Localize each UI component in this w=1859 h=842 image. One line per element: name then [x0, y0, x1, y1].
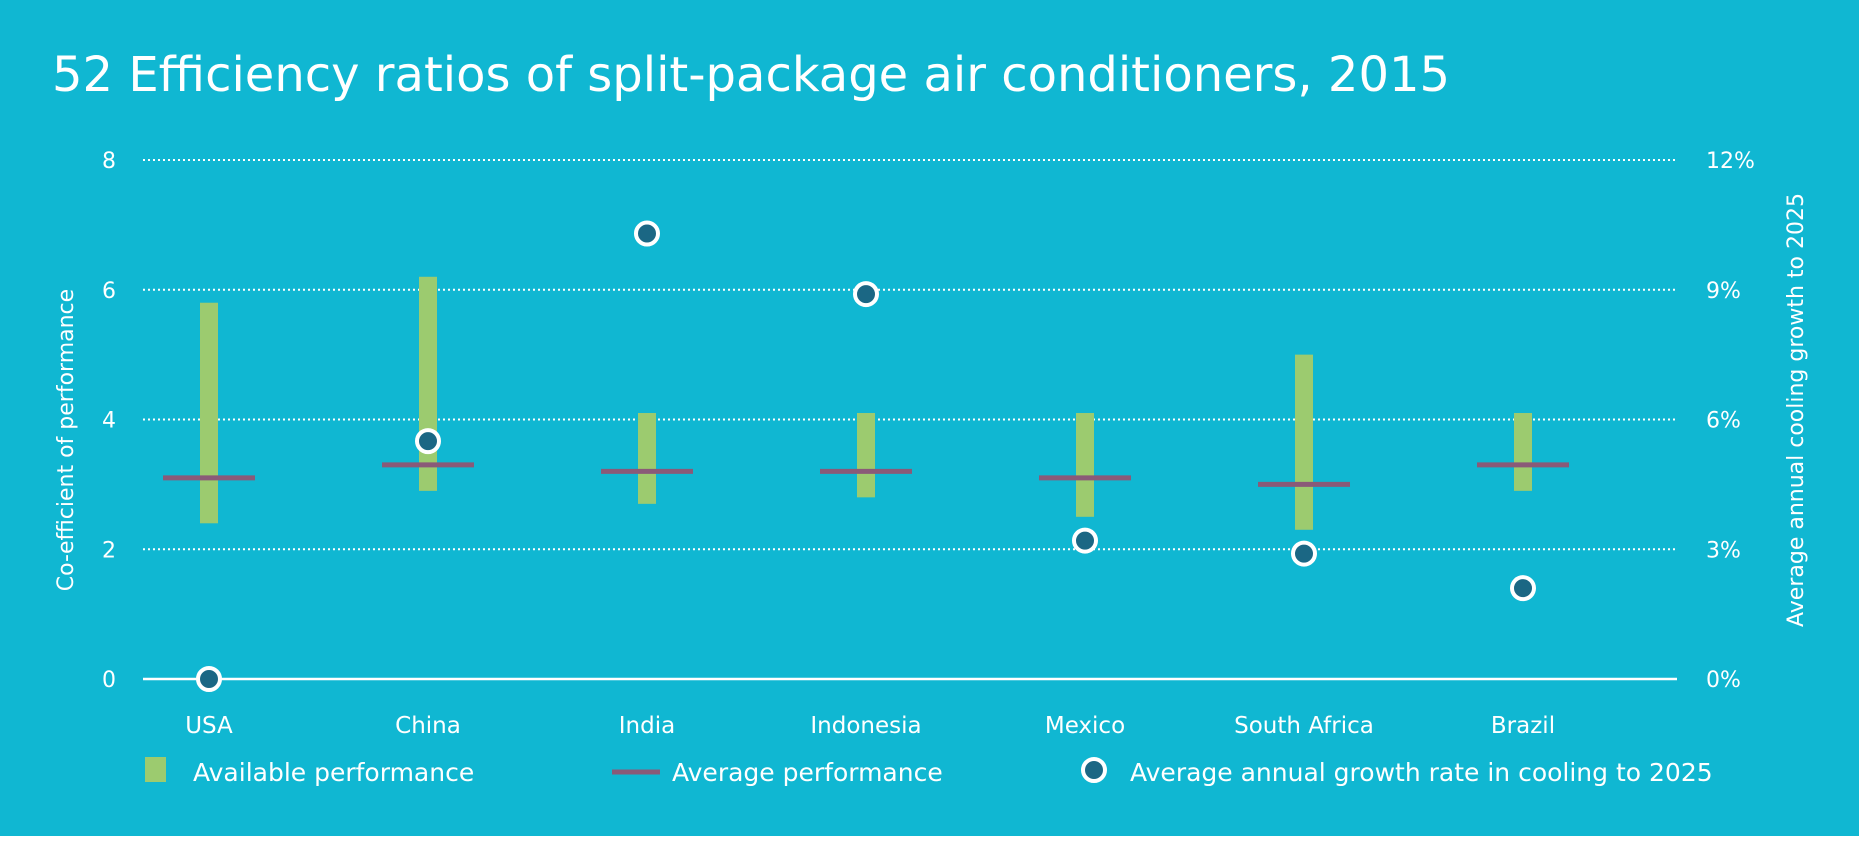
grid-lines: [143, 159, 1677, 681]
y2-axis-label: Average annual cooling growth to 2025: [1784, 193, 1809, 627]
available-bar: [1514, 413, 1532, 491]
average-performance-marks: [163, 462, 1569, 487]
available-bar: [1076, 413, 1094, 517]
category-label: Brazil: [1491, 713, 1555, 739]
growth-rate-dots: [196, 220, 1536, 692]
legend-available-label: Available performance: [193, 758, 474, 787]
growth-dot: [853, 281, 879, 308]
legend-growth-label: Average annual growth rate in cooling to…: [1130, 758, 1713, 787]
y-tick-label: 6: [102, 279, 116, 304]
axis-ticks: 0 0% 2 3% 4 6% 6 9% 8 12%: [102, 149, 1755, 693]
growth-dot: [415, 428, 441, 455]
y2-tick-label: 12%: [1706, 149, 1755, 174]
legend-average-label: Average performance: [672, 758, 943, 787]
y2-tick-label: 3%: [1706, 538, 1741, 563]
legend-available-swatch: [145, 757, 166, 782]
y-tick-label: 0: [102, 668, 116, 693]
category-label: USA: [185, 713, 233, 739]
category-label: Indonesia: [810, 713, 921, 739]
y2-tick-label: 9%: [1706, 279, 1741, 304]
category-labels: USA China India Indonesia Mexico South Africa…: [185, 713, 1555, 739]
available-performance-bars: [200, 276, 1532, 530]
y-axis-label: Co-efficient of performance: [54, 289, 79, 591]
growth-dot: [1510, 575, 1536, 602]
category-label: Mexico: [1045, 713, 1125, 739]
y-tick-label: 8: [102, 149, 116, 174]
category-label: South Africa: [1234, 713, 1374, 739]
available-bar: [419, 276, 437, 491]
available-bar: [200, 302, 218, 524]
legend: Available performance Average performanc…: [145, 757, 1713, 787]
chart-title: 52 Efficiency ratios of split-package ai…: [52, 47, 1450, 103]
y-tick-label: 2: [102, 538, 116, 563]
growth-dot: [1291, 540, 1317, 567]
growth-dot: [1072, 527, 1098, 554]
y2-tick-label: 0%: [1706, 668, 1741, 693]
legend-growth-swatch: [1081, 757, 1107, 783]
growth-dot: [634, 220, 660, 247]
growth-dot: [196, 666, 222, 692]
y-tick-label: 4: [102, 409, 116, 434]
available-bar: [638, 413, 656, 504]
category-label: China: [395, 713, 461, 739]
category-label: India: [619, 713, 675, 739]
available-bar: [857, 413, 875, 498]
y2-tick-label: 6%: [1706, 409, 1741, 434]
available-bar: [1295, 354, 1313, 530]
